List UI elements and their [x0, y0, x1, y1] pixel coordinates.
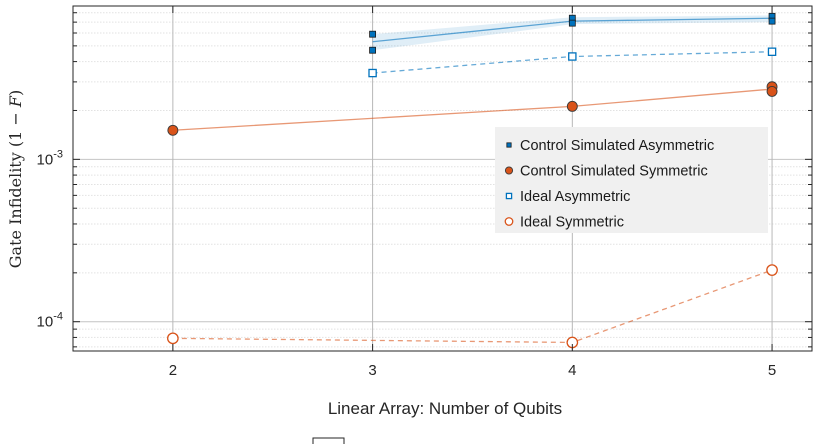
- y-axis-label: Gate Infidelity (1 − F): [6, 90, 25, 268]
- plot-frame: [72, 5, 813, 352]
- data-point: [568, 19, 576, 27]
- data-point: [369, 46, 376, 54]
- legend-label: Ideal Symmetric: [520, 215, 624, 231]
- x-tick-label: 3: [368, 362, 376, 379]
- legend-label: Ideal Asymmetric: [520, 189, 630, 205]
- y-axis-label-close: ): [6, 90, 25, 96]
- data-point: [506, 142, 512, 148]
- y-tick-label-exponent: -3: [53, 148, 63, 160]
- data-point: [368, 68, 377, 78]
- data-point: [504, 166, 514, 175]
- x-tick-label: 4: [568, 362, 576, 379]
- y-axis-label-part: Gate Infidelity (1 −: [6, 107, 25, 268]
- legend: Control Simulated Asymmetric Control Simu…: [495, 127, 768, 233]
- data-point: [766, 85, 778, 97]
- y-tick-label-base: 10: [37, 151, 54, 168]
- data-point: [167, 124, 179, 136]
- series-markers: [167, 12, 778, 349]
- legend-label: Control Simulated Asymmetric: [520, 138, 714, 154]
- data-point: [766, 264, 778, 276]
- x-tick-label: 2: [169, 362, 177, 379]
- y-tick-label: 10-4: [37, 311, 63, 331]
- data-point: [369, 30, 376, 38]
- x-axis-label: Linear Array: Number of Qubits: [328, 399, 562, 418]
- y-axis-label-var: F: [6, 95, 25, 108]
- y-tick-label-exponent: -4: [53, 311, 63, 323]
- data-point: [768, 17, 776, 25]
- legend-items: Control Simulated Asymmetric Control Simu…: [504, 138, 714, 231]
- legend-box: [495, 127, 768, 233]
- data-point: [505, 192, 513, 200]
- legend-label: Control Simulated Symmetric: [520, 164, 708, 180]
- data-point: [568, 52, 577, 61]
- data-point: [504, 217, 514, 226]
- data-point: [767, 47, 777, 56]
- y-tick-label-base: 10: [37, 314, 54, 331]
- stray-box: [312, 437, 345, 444]
- axis-ticks: 2 3 4 510-410-3: [37, 6, 812, 379]
- x-tick-label: 5: [768, 362, 776, 379]
- data-point: [566, 100, 578, 112]
- y-tick-label: 10-3: [37, 148, 63, 168]
- data-point: [167, 332, 179, 345]
